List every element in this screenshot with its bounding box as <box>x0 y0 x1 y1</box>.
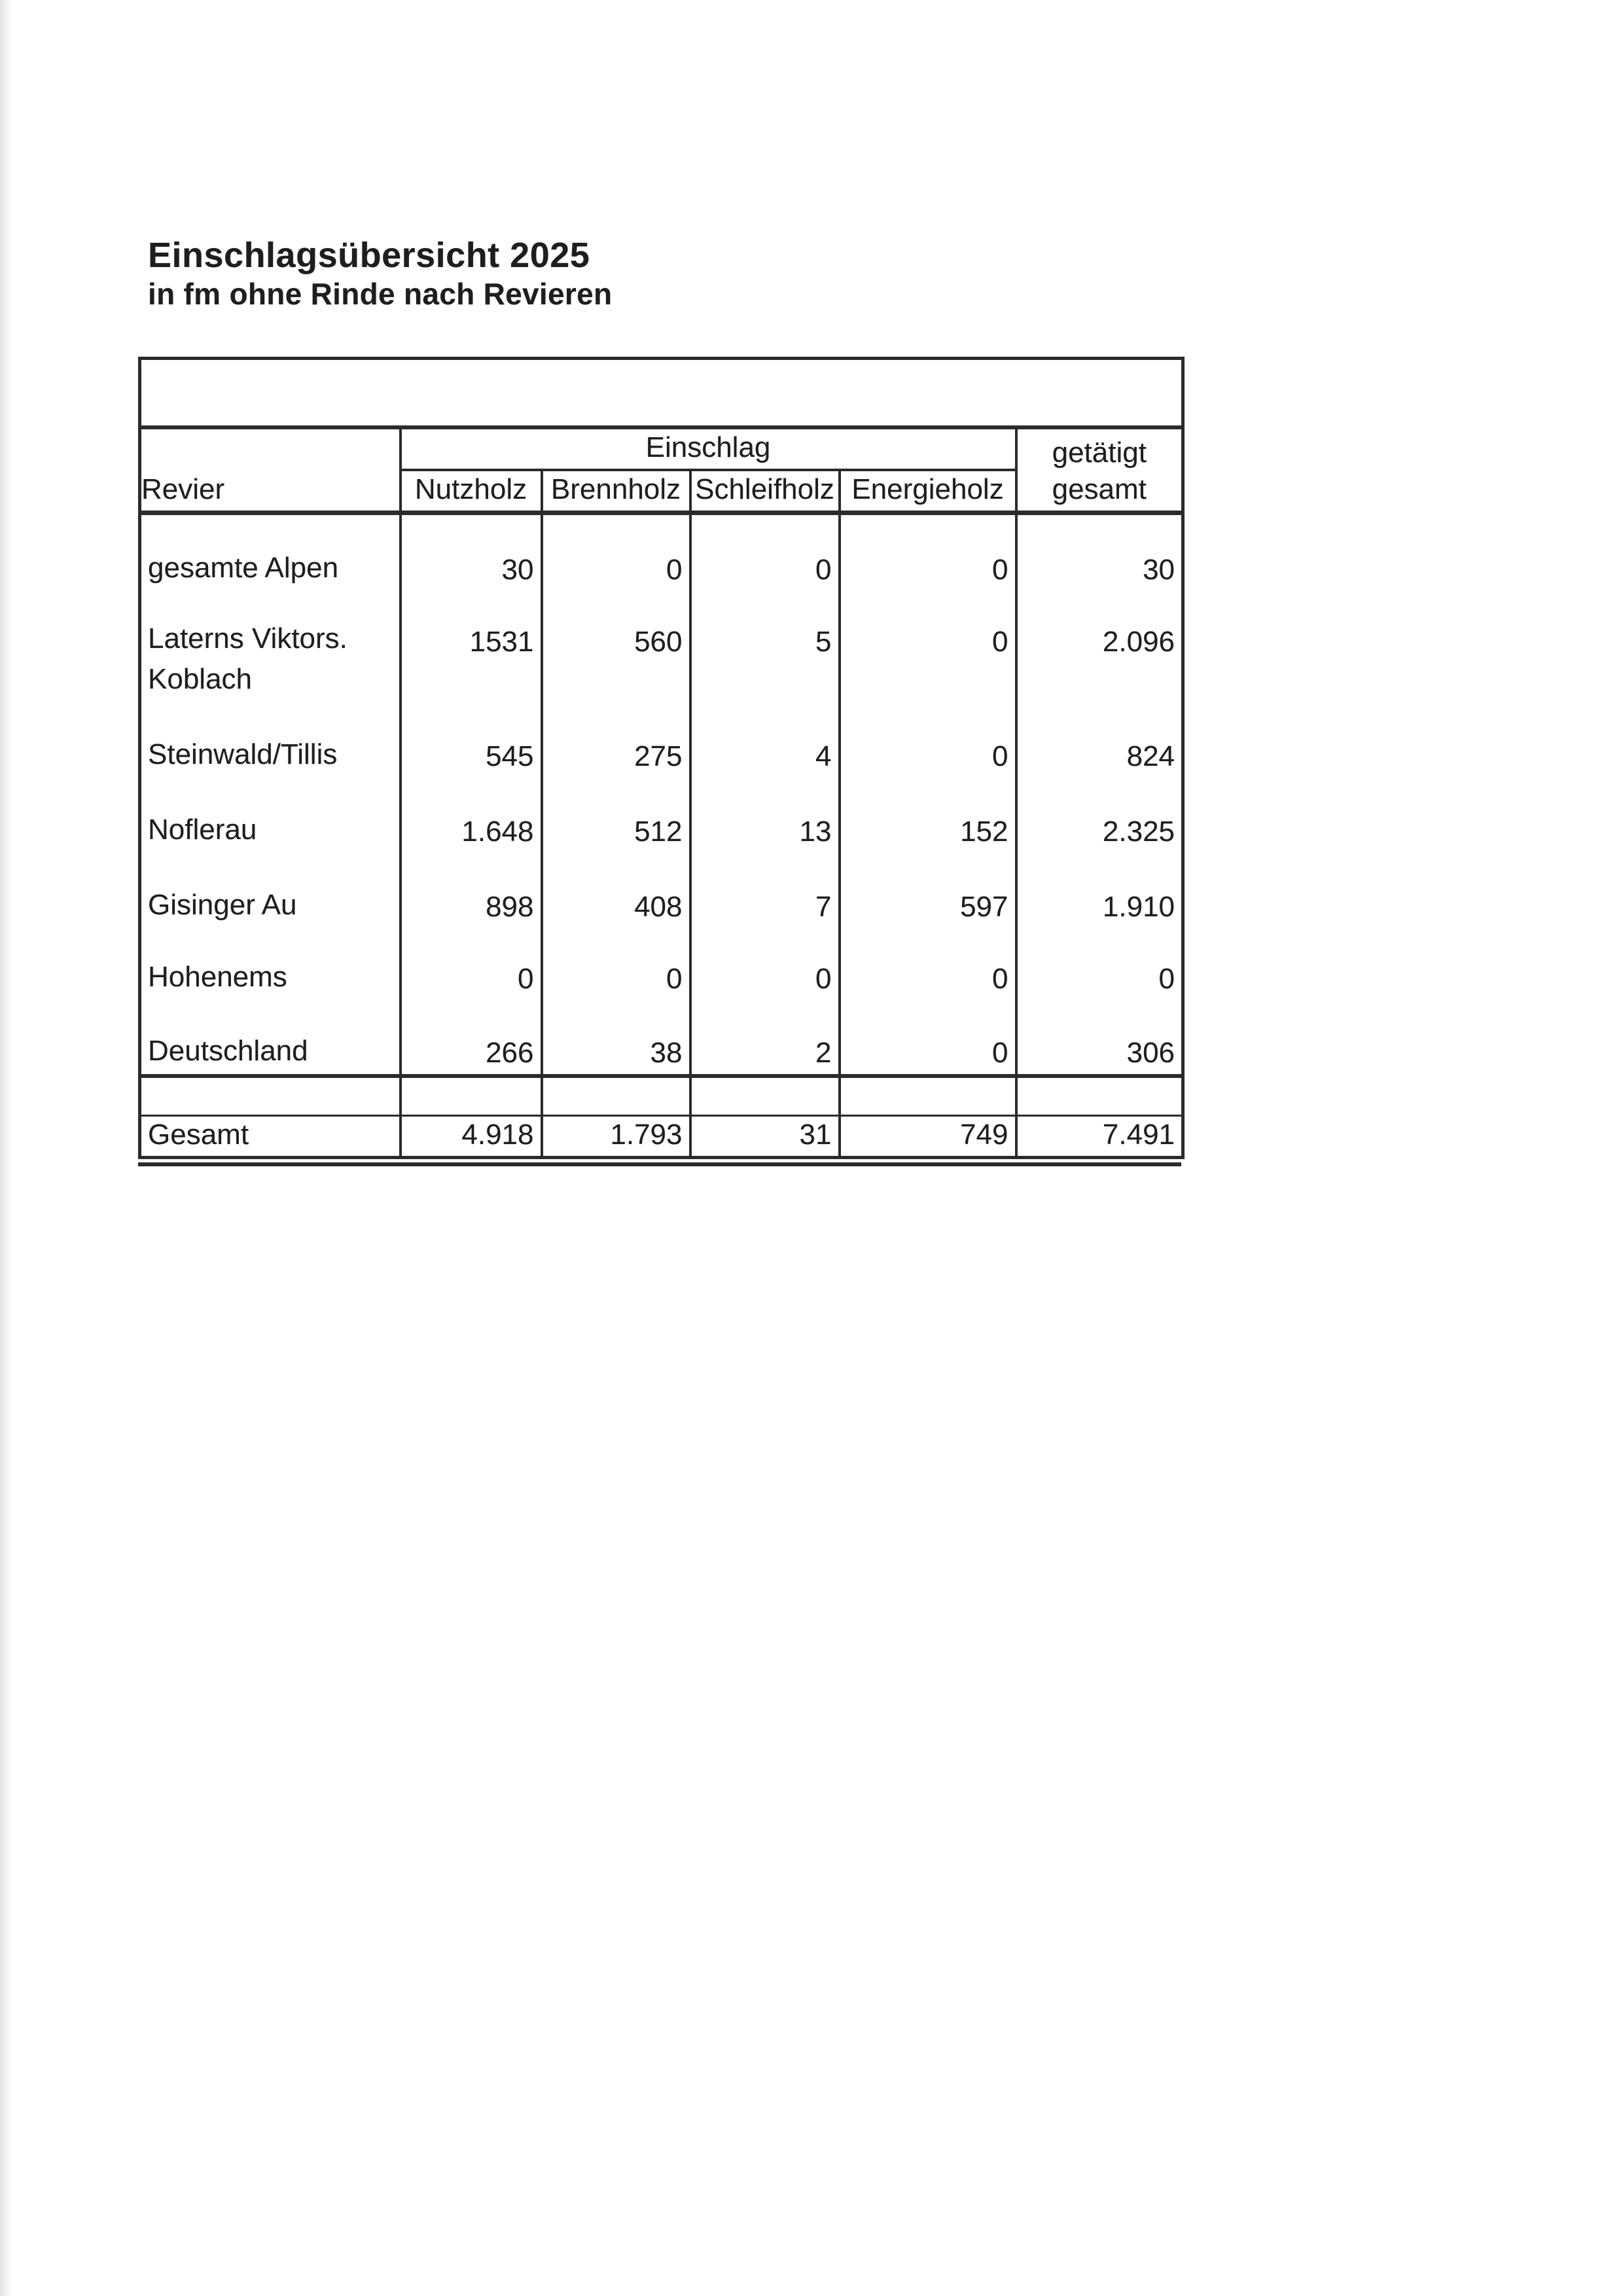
value-energieholz: 0 <box>838 512 1016 591</box>
value-nutzholz: 0 <box>399 927 542 1000</box>
title-block: Einschlagsübersicht 2025 in fm ohne Rind… <box>148 237 612 310</box>
value-schleifholz: 4 <box>688 702 840 778</box>
col-header-energieholz: Energieholz <box>838 470 1016 515</box>
spacer-row <box>139 1073 1183 1117</box>
total-energieholz: 749 <box>838 1115 1016 1157</box>
revier-cell: Deutschland <box>148 1034 308 1067</box>
page-title: Einschlagsübersicht 2025 <box>148 236 590 275</box>
col-header-einschlag: Einschlag <box>399 427 1016 471</box>
value-schleifholz: 0 <box>688 512 840 591</box>
revier-cell: Hohenems <box>148 960 287 993</box>
total-brennholz: 1.793 <box>540 1115 690 1157</box>
value-brennholz: 38 <box>540 999 690 1076</box>
page-subtitle: in fm ohne Rinde nach Revieren <box>148 277 613 311</box>
total-label: Gesamt <box>148 1118 249 1151</box>
value-gesamt: 824 <box>1014 702 1183 778</box>
header-row-2: Nutzholz Brennholz Schleifholz Energieho… <box>140 470 1183 515</box>
col-header-schleifholz: Schleifholz <box>688 470 840 515</box>
harvest-table: Revier Einschlag getätigt gesamt Nutzhol… <box>138 357 1185 1159</box>
header-row-1: Revier Einschlag getätigt gesamt <box>139 427 1183 515</box>
value-schleifholz: 5 <box>688 590 840 702</box>
revier-cell: gesamte Alpen <box>148 551 339 584</box>
col-header-getaetigt-gesamt: getätigt gesamt <box>1014 427 1183 515</box>
col-header-nutzholz: Nutzholz <box>400 470 542 515</box>
total-row: Gesamt 4.918 1.793 31 749 7.491 <box>140 1115 1183 1157</box>
total-nutzholz: 4.918 <box>399 1115 542 1157</box>
col-header-brennholz: Brennholz <box>540 470 690 515</box>
table-top-empty-row <box>139 358 1183 429</box>
value-nutzholz: 545 <box>399 702 542 778</box>
scan-edge-shadow <box>0 0 12 2296</box>
table-row: Gisinger Au 898 408 7 597 1.910 <box>140 852 1183 928</box>
value-schleifholz: 13 <box>688 777 840 853</box>
value-energieholz: 0 <box>838 702 1016 778</box>
value-schleifholz: 7 <box>688 852 840 928</box>
table-row: Laterns Viktors. Koblach 1531 560 5 0 2.… <box>140 590 1183 702</box>
value-brennholz: 560 <box>540 590 690 702</box>
value-nutzholz: 1.648 <box>399 777 542 853</box>
value-energieholz: 597 <box>838 852 1016 928</box>
revier-cell: Laterns Viktors. Koblach <box>140 591 401 702</box>
table-row: Hohenems 0 0 0 0 0 <box>140 927 1183 1000</box>
value-brennholz: 275 <box>540 702 690 778</box>
value-gesamt: 0 <box>1014 927 1183 1000</box>
value-nutzholz: 1531 <box>399 590 542 702</box>
value-gesamt: 30 <box>1014 512 1183 591</box>
table-row: Noflerau 1.648 512 13 152 2.325 <box>140 777 1183 853</box>
revier-name-line2: Koblach <box>148 662 253 695</box>
table-row: Deutschland 266 38 2 0 306 <box>140 999 1183 1076</box>
revier-name-line1: Laterns Viktors. <box>148 622 348 655</box>
value-energieholz: 0 <box>838 999 1016 1076</box>
col-header-getaetigt-line2: gesamt <box>1052 473 1147 505</box>
revier-cell: Steinwald/Tillis <box>148 738 338 770</box>
value-brennholz: 0 <box>540 927 690 1000</box>
value-brennholz: 408 <box>540 852 690 928</box>
value-nutzholz: 898 <box>399 852 542 928</box>
value-nutzholz: 266 <box>399 999 542 1076</box>
harvest-table-wrap: Revier Einschlag getätigt gesamt Nutzhol… <box>138 357 1185 1166</box>
value-energieholz: 0 <box>838 590 1016 702</box>
total-gesamt: 7.491 <box>1014 1115 1183 1157</box>
value-schleifholz: 2 <box>688 999 840 1076</box>
value-gesamt: 2.096 <box>1014 590 1183 702</box>
revier-cell: Noflerau <box>148 813 257 846</box>
value-energieholz: 0 <box>838 927 1016 1000</box>
total-schleifholz: 31 <box>688 1115 840 1157</box>
col-header-revier: Revier <box>139 427 402 515</box>
value-gesamt: 1.910 <box>1014 852 1183 928</box>
revier-cell: Gisinger Au <box>148 888 297 921</box>
col-header-getaetigt-line1: getätigt <box>1052 437 1147 469</box>
value-brennholz: 512 <box>540 777 690 853</box>
table-row: Steinwald/Tillis 545 275 4 0 824 <box>140 702 1183 778</box>
value-gesamt: 306 <box>1014 999 1183 1076</box>
value-nutzholz: 30 <box>399 512 542 591</box>
value-gesamt: 2.325 <box>1014 777 1183 853</box>
value-energieholz: 152 <box>838 777 1016 853</box>
value-brennholz: 0 <box>540 512 690 591</box>
table-top-empty-cell <box>139 358 1183 429</box>
table-row: gesamte Alpen 30 0 0 0 30 <box>140 512 1183 591</box>
value-schleifholz: 0 <box>688 927 840 1000</box>
